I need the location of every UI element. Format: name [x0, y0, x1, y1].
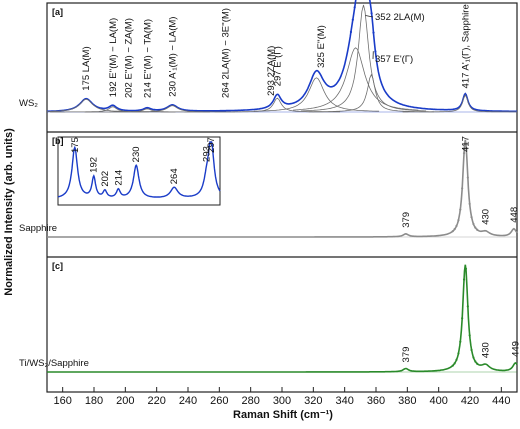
inset-label: 192 — [89, 157, 100, 173]
spectrum-line — [47, 265, 517, 372]
data-marker — [455, 359, 457, 361]
data-marker — [354, 6, 356, 8]
data-marker — [467, 305, 469, 307]
peak-annotation: 448 — [509, 207, 520, 223]
data-marker — [472, 223, 474, 225]
x-tick-label: 320 — [304, 395, 322, 407]
x-tick-label: 260 — [210, 395, 228, 407]
x-tick-label: 440 — [492, 395, 510, 407]
data-marker — [461, 317, 463, 319]
x-tick-label: 340 — [335, 395, 353, 407]
data-marker — [470, 216, 472, 218]
data-marker — [474, 360, 476, 362]
x-tick-label: 220 — [147, 395, 165, 407]
peak-annotation: 230 A'₁(M) − LA(M) — [167, 17, 178, 97]
fit-component — [309, 75, 434, 112]
data-marker — [372, 32, 374, 34]
peak-annotation: 214 E''(M) − TA(M) — [142, 19, 153, 98]
data-marker — [470, 349, 472, 351]
x-tick-label: 300 — [273, 395, 291, 407]
inset-label: 214 — [113, 170, 124, 186]
data-marker — [476, 363, 478, 365]
data-marker — [374, 50, 376, 52]
callout-label: 352 2LA(M) — [375, 12, 425, 23]
peak-annotation: 449 — [510, 341, 520, 357]
peak-annotation: 379 — [401, 212, 412, 228]
peak-annotation: 297 E''(Γ) — [272, 46, 283, 86]
peak-annotation: 325 E''(M) — [316, 25, 327, 68]
data-marker — [454, 228, 456, 230]
data-marker — [472, 356, 474, 358]
data-marker — [469, 203, 471, 205]
callout-label: 357 E'(Γ) — [375, 54, 413, 65]
peak-annotation: 192 E''(M) − LA(M) — [108, 18, 119, 97]
x-tick-label: 200 — [116, 395, 134, 407]
data-marker — [350, 31, 352, 33]
peak-annotation: 417 A'₁(Γ), Sapphire — [460, 4, 471, 88]
x-axis-label: Raman Shift (cm⁻¹) — [233, 409, 333, 421]
peak-annotation: 430 — [481, 342, 492, 358]
data-marker — [461, 187, 463, 189]
data-marker — [457, 352, 459, 354]
peak-annotation: 430 — [481, 209, 492, 225]
inset-label: 230 — [131, 146, 142, 162]
x-tick-label: 420 — [461, 395, 479, 407]
fit-component — [403, 95, 517, 112]
inset-label: 175 — [70, 137, 81, 153]
sample-label: Sapphire — [19, 223, 57, 234]
data-marker — [465, 268, 467, 270]
data-marker — [459, 341, 461, 343]
data-marker — [454, 362, 456, 364]
data-marker — [457, 219, 459, 221]
peak-annotation: 417 — [460, 136, 471, 152]
x-tick-label: 240 — [179, 395, 197, 407]
x-tick-label: 400 — [429, 395, 447, 407]
panel-label: [b] — [52, 136, 64, 146]
peak-annotation: 175 LA(M) — [81, 46, 92, 90]
peak-annotation: 202 E''(M) − ZA(M) — [123, 18, 134, 98]
data-marker — [467, 176, 469, 178]
sample-label: Ti/WS₂/Sapphire — [19, 358, 89, 369]
data-marker — [459, 208, 461, 210]
x-tick-label: 280 — [241, 395, 259, 407]
data-marker — [371, 12, 373, 14]
panel-label: [c] — [52, 261, 63, 271]
x-tick-label: 180 — [85, 395, 103, 407]
data-marker — [463, 278, 465, 280]
data-marker — [452, 230, 454, 232]
sample-label: WS₂ — [19, 98, 38, 109]
peak-annotation: 264 2LA(M) − 3E''(M) — [221, 8, 232, 98]
x-tick-label: 380 — [398, 395, 416, 407]
data-marker — [469, 334, 471, 336]
peak-annotation: 379 — [401, 347, 412, 363]
data-marker — [455, 225, 457, 227]
y-axis-label: Normalized Intensity (arb. units) — [3, 128, 15, 296]
data-marker — [474, 227, 476, 229]
inset-label: 202 — [100, 171, 111, 187]
inset-label: 264 — [169, 168, 180, 184]
panel-label: [a] — [52, 7, 63, 17]
x-tick-label: 160 — [53, 395, 71, 407]
inset-label: 297 — [206, 137, 217, 153]
data-marker — [452, 364, 454, 366]
x-tick-label: 360 — [367, 395, 385, 407]
data-marker — [352, 19, 354, 21]
data-marker — [476, 229, 478, 231]
